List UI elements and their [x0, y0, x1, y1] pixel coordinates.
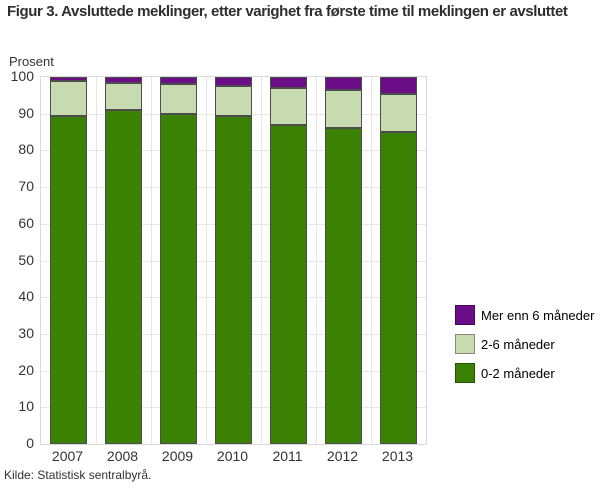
legend-swatch [455, 363, 475, 383]
bar-column-2008 [96, 77, 151, 444]
source-line: Kilde: Statistisk sentralbyrå. [4, 468, 152, 482]
y-tick-label: 80 [18, 141, 34, 158]
bar-stack-2007 [50, 77, 87, 444]
bar-segment [105, 82, 142, 111]
legend-label: 2-6 måneder [481, 336, 555, 352]
bar-column-2007 [41, 77, 96, 444]
x-tick-label: 2012 [326, 448, 359, 464]
y-tick-label: 50 [18, 251, 34, 268]
bar-segment [105, 110, 142, 444]
bar-segment [215, 77, 252, 87]
bar-segment [270, 77, 307, 89]
legend-item: 2-6 måneder [455, 334, 594, 354]
bar-segment [325, 89, 362, 129]
bar-segment [380, 93, 417, 133]
gridline-x-2 [151, 77, 152, 444]
bar-column-2011 [261, 77, 316, 444]
plot-area [40, 76, 427, 445]
bar-column-2009 [151, 77, 206, 444]
bar-segment [50, 77, 87, 81]
y-tick-label: 70 [18, 178, 34, 195]
bar-segment [160, 77, 197, 85]
y-tick-label: 20 [18, 361, 34, 378]
bar-segment [50, 115, 87, 444]
legend-item: 0-2 måneder [455, 363, 594, 383]
legend-swatch [455, 305, 475, 325]
bar-segment [105, 77, 142, 83]
x-tick-label: 2007 [51, 448, 84, 464]
bar-column-2010 [206, 77, 261, 444]
bar-column-2013 [371, 77, 426, 444]
y-tick-label: 40 [18, 288, 34, 305]
bar-segment [380, 132, 417, 444]
legend: Mer enn 6 måneder 2-6 måneder 0-2 måneder [455, 305, 594, 383]
bar-segment [160, 84, 197, 114]
bar-segment [215, 115, 252, 444]
x-tick-label: 2013 [381, 448, 414, 464]
bar-stack-2013 [380, 77, 417, 444]
x-tick-label: 2009 [161, 448, 194, 464]
gridline-x-3 [206, 77, 207, 444]
bar-stack-2011 [270, 77, 307, 444]
legend-item: Mer enn 6 måneder [455, 305, 594, 325]
y-tick-label: 30 [18, 324, 34, 341]
bar-columns [41, 77, 426, 444]
bar-segment [215, 86, 252, 116]
y-tick-label: 0 [26, 435, 34, 451]
bar-segment [325, 77, 362, 90]
x-axis: 2007 2008 2009 2010 2011 2012 2013 [40, 448, 425, 464]
y-tick-label: 10 [18, 398, 34, 415]
y-axis-title: Prosent [9, 54, 54, 69]
chart-title: Figur 3. Avsluttede meklinger, etter var… [7, 3, 568, 20]
x-tick-label: 2008 [106, 448, 139, 464]
bar-segment [50, 80, 87, 116]
gridline-x-5 [316, 77, 317, 444]
legend-swatch [455, 334, 475, 354]
bar-stack-2008 [105, 77, 142, 444]
bar-segment [325, 128, 362, 444]
bar-stack-2010 [215, 77, 252, 444]
gridline-x-1 [96, 77, 97, 444]
bar-stack-2009 [160, 77, 197, 444]
bar-segment [270, 124, 307, 444]
x-tick-label: 2010 [216, 448, 249, 464]
gridline-x-4 [261, 77, 262, 444]
legend-label: Mer enn 6 måneder [481, 307, 595, 323]
bar-segment [160, 113, 197, 444]
y-tick-label: 100 [10, 68, 34, 84]
y-axis: 0 10 20 30 40 50 60 70 80 90 100 [0, 68, 34, 451]
gridline-x-6 [371, 77, 372, 444]
legend-label: 0-2 måneder [481, 365, 555, 381]
bar-stack-2012 [325, 77, 362, 444]
y-tick-label: 60 [18, 214, 34, 231]
bar-segment [270, 88, 307, 125]
x-tick-label: 2011 [272, 448, 303, 464]
y-tick-label: 90 [18, 104, 34, 121]
bar-column-2012 [316, 77, 371, 444]
bar-segment [380, 77, 417, 94]
